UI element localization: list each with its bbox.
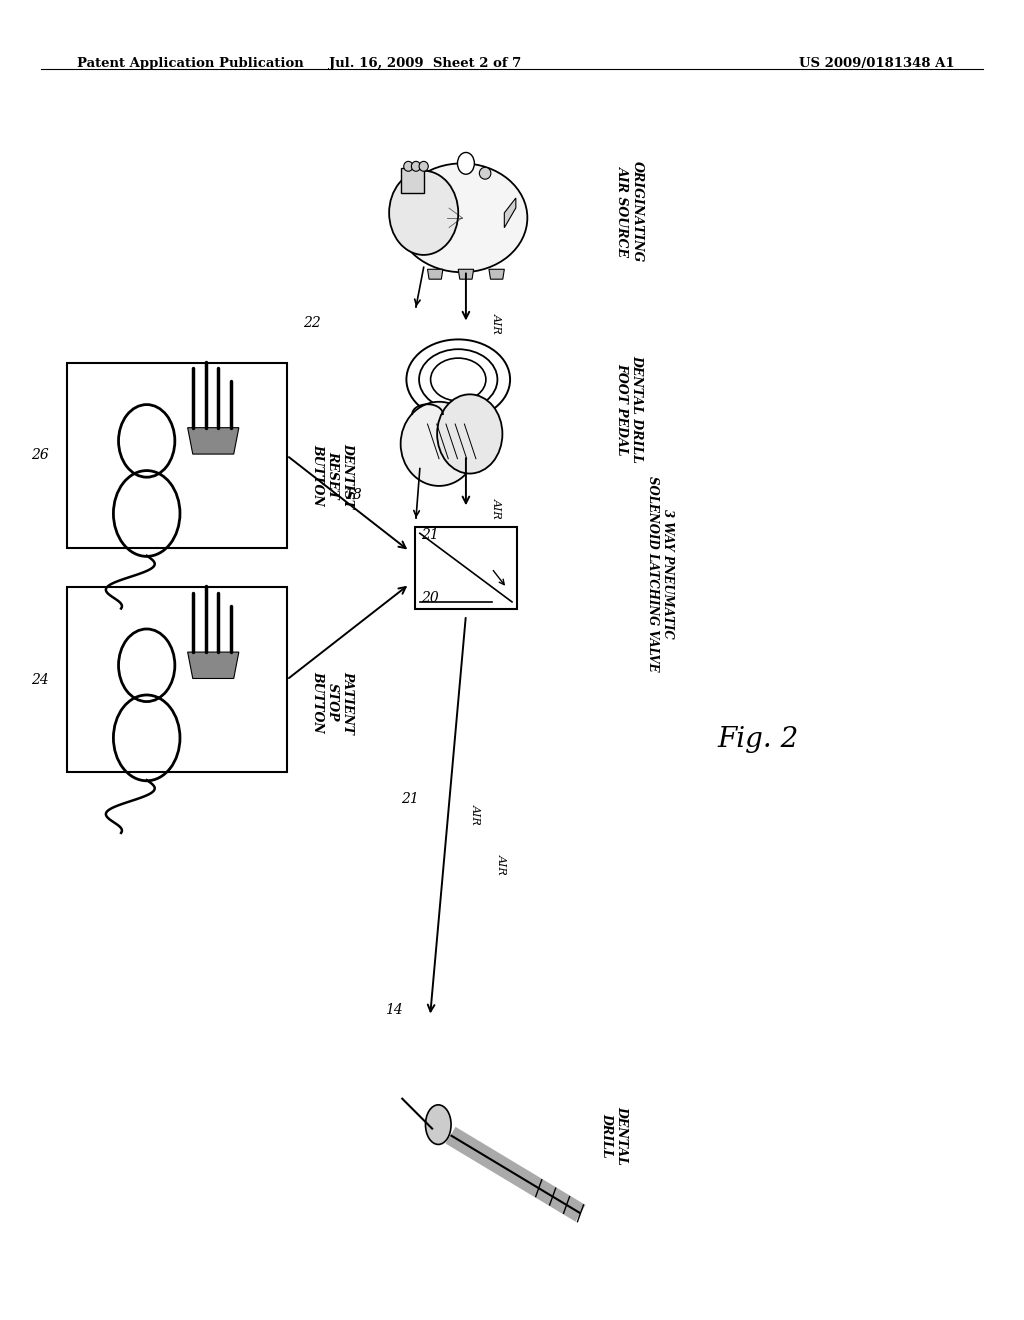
Polygon shape bbox=[459, 269, 473, 280]
Polygon shape bbox=[504, 198, 516, 227]
Polygon shape bbox=[428, 269, 442, 280]
Ellipse shape bbox=[458, 153, 474, 174]
Text: 21: 21 bbox=[400, 792, 419, 805]
Polygon shape bbox=[187, 428, 239, 454]
Text: DENTAL DRILL
FOOT PEDAL: DENTAL DRILL FOOT PEDAL bbox=[615, 355, 644, 463]
Text: 22: 22 bbox=[303, 317, 322, 330]
Ellipse shape bbox=[412, 161, 421, 172]
Text: DENTAL
DRILL: DENTAL DRILL bbox=[600, 1106, 629, 1164]
Text: Patent Application Publication: Patent Application Publication bbox=[77, 57, 303, 70]
Text: 18: 18 bbox=[344, 488, 362, 502]
Polygon shape bbox=[187, 652, 239, 678]
Text: 20: 20 bbox=[421, 591, 439, 605]
Text: PATIENT
STOP
BUTTON: PATIENT STOP BUTTON bbox=[311, 671, 354, 734]
Ellipse shape bbox=[400, 401, 477, 486]
Polygon shape bbox=[489, 269, 504, 280]
Text: AIR: AIR bbox=[492, 498, 502, 519]
Text: DENTIST
RESET
BUTTON: DENTIST RESET BUTTON bbox=[311, 442, 354, 508]
Ellipse shape bbox=[437, 395, 503, 474]
Ellipse shape bbox=[426, 1105, 451, 1144]
Text: 26: 26 bbox=[32, 449, 49, 462]
Ellipse shape bbox=[419, 161, 428, 172]
Text: ORIGINATING
AIR SOURCE: ORIGINATING AIR SOURCE bbox=[615, 161, 644, 261]
Polygon shape bbox=[400, 169, 424, 193]
Text: Fig. 2: Fig. 2 bbox=[717, 726, 799, 752]
Text: 24: 24 bbox=[32, 673, 49, 686]
Text: Jul. 16, 2009  Sheet 2 of 7: Jul. 16, 2009 Sheet 2 of 7 bbox=[329, 57, 521, 70]
Ellipse shape bbox=[389, 170, 459, 255]
Ellipse shape bbox=[479, 168, 490, 180]
Ellipse shape bbox=[396, 164, 527, 272]
Bar bbox=[415, 527, 517, 609]
Text: US 2009/0181348 A1: US 2009/0181348 A1 bbox=[799, 57, 954, 70]
Text: 3 WAY PNEUMATIC
SOLENOID LATCHING VALVE: 3 WAY PNEUMATIC SOLENOID LATCHING VALVE bbox=[646, 477, 675, 672]
Text: 21: 21 bbox=[421, 528, 439, 541]
Text: AIR: AIR bbox=[497, 854, 507, 875]
Bar bbox=[67, 363, 287, 548]
Ellipse shape bbox=[403, 161, 413, 172]
Text: AIR: AIR bbox=[471, 804, 481, 825]
Text: AIR: AIR bbox=[492, 313, 502, 334]
Text: 14: 14 bbox=[385, 1003, 403, 1016]
Bar bbox=[67, 587, 287, 772]
